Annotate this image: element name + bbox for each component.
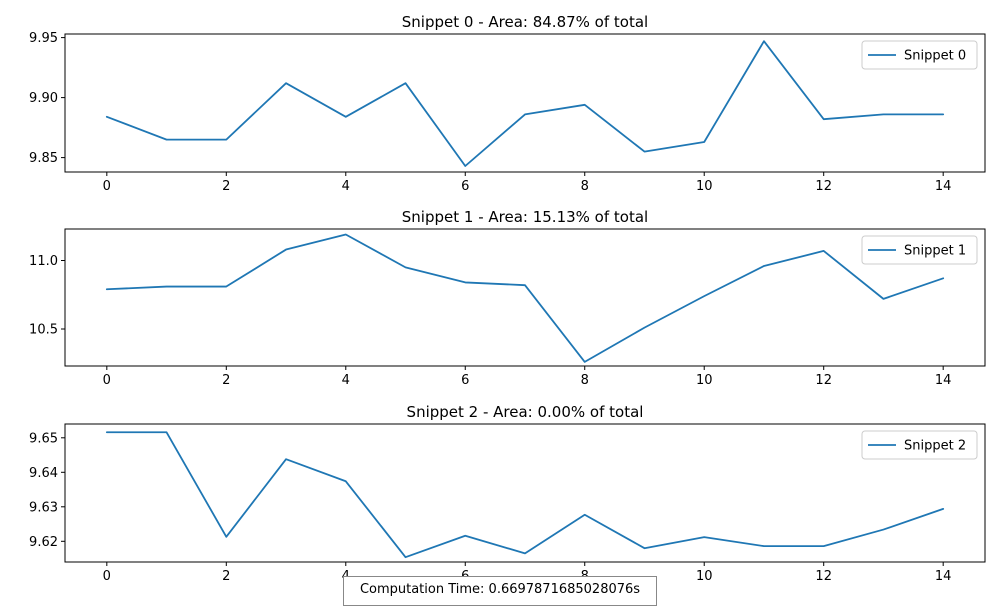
x-tick-label: 6 xyxy=(461,179,469,194)
y-tick-label: 9.85 xyxy=(29,151,58,166)
y-tick-label: 9.63 xyxy=(29,500,58,515)
x-tick-label: 6 xyxy=(461,373,469,388)
series-line-snippet-0 xyxy=(105,40,945,167)
legend: Snippet 2 xyxy=(861,430,978,460)
legend-label: Snippet 2 xyxy=(904,439,966,454)
x-tick-label: 10 xyxy=(696,179,713,194)
axes-frame xyxy=(64,423,986,563)
x-tick-label: 4 xyxy=(342,373,350,388)
series-line-snippet-1 xyxy=(105,233,945,363)
x-tick-label: 12 xyxy=(815,569,832,584)
series-line-snippet-2 xyxy=(105,431,945,559)
subplot-title: Snippet 0 - Area: 84.87% of total xyxy=(402,13,648,31)
legend-box xyxy=(861,430,978,460)
y-tick-label: 9.90 xyxy=(29,91,58,106)
x-tick-label: 10 xyxy=(696,569,713,584)
legend: Snippet 0 xyxy=(861,40,978,70)
x-tick-label: 8 xyxy=(581,373,589,388)
computation-time-label: Computation Time: 0.6697871685028076s xyxy=(359,582,641,597)
legend: Snippet 1 xyxy=(861,235,978,265)
y-tick-label: 9.65 xyxy=(29,431,58,446)
y-tick-label: 11.0 xyxy=(29,254,58,269)
x-tick-label: 0 xyxy=(103,373,111,388)
x-tick-label: 2 xyxy=(222,179,230,194)
legend-label: Snippet 1 xyxy=(904,244,966,259)
x-tick-label: 14 xyxy=(935,179,952,194)
legend-box xyxy=(861,235,978,265)
y-tick-label: 10.5 xyxy=(29,323,58,338)
axes-frame xyxy=(64,33,986,173)
y-tick-label: 9.64 xyxy=(29,466,58,481)
subplot-2: Snippet 2 - Area: 0.00% of total02468101… xyxy=(29,403,986,584)
x-tick-label: 0 xyxy=(103,179,111,194)
y-tick-label: 9.62 xyxy=(29,535,58,550)
x-tick-label: 4 xyxy=(342,179,350,194)
x-tick-label: 8 xyxy=(581,179,589,194)
subplot-1: Snippet 1 - Area: 15.13% of total 0 2 4 6 8 10… xyxy=(29,208,986,388)
subplot-0: Snippet 0 - Area: 84.87% of total 0 2 4 6 8 10… xyxy=(29,13,986,194)
x-tick-label: 10 xyxy=(696,373,713,388)
subplot-title: Snippet 2 - Area: 0.00% of total xyxy=(407,403,644,421)
x-tick-label: 14 xyxy=(935,569,952,584)
x-tick-label: 12 xyxy=(815,179,832,194)
x-tick-label: 0 xyxy=(103,569,111,584)
x-tick-label: 2 xyxy=(222,569,230,584)
subplot-title: Snippet 1 - Area: 15.13% of total xyxy=(402,208,648,226)
legend-box xyxy=(861,40,978,70)
x-tick-label: 2 xyxy=(222,373,230,388)
y-tick-label: 9.95 xyxy=(29,31,58,46)
computation-time-box: Computation Time: 0.6697871685028076s xyxy=(343,576,657,606)
x-tick-label: 14 xyxy=(935,373,952,388)
x-tick-label: 12 xyxy=(815,373,832,388)
axes-frame xyxy=(64,228,986,367)
legend-label: Snippet 0 xyxy=(904,49,966,64)
